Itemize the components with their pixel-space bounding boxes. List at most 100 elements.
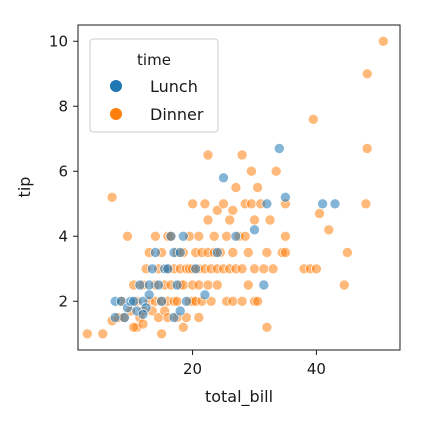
y-tick-label: 4 [58,227,68,245]
point-lunch [109,312,121,323]
point-dinner [218,198,229,210]
point-dinner [261,247,273,258]
point-dinner [236,149,248,161]
point-lunch [230,231,242,242]
point-dinner [249,263,260,275]
point-dinner [230,182,242,193]
point-dinner [193,279,205,291]
point-lunch [261,198,273,210]
point-dinner [252,295,263,307]
legend: time Lunch Dinner [89,38,219,133]
point-lunch [119,312,130,323]
point-dinner [156,328,167,340]
point-dinner [212,279,223,291]
point-dinner [122,231,133,242]
point-dinner [249,214,260,226]
point-lunch [317,198,328,210]
point-lunch [156,295,167,307]
point-dinner [236,295,248,307]
y-tick-label: 2 [58,292,68,310]
point-lunch [143,279,155,291]
point-lunch [174,305,186,317]
point-lunch [280,192,291,203]
point-dinner [314,208,325,219]
point-dinner [224,214,235,226]
point-dinner [227,247,239,258]
legend-label-lunch: Lunch [150,77,198,96]
point-dinner [202,149,214,161]
point-lunch [168,312,180,323]
point-lunch [165,231,177,242]
x-axis-label: total_bill [205,387,273,407]
point-dinner [236,263,248,275]
point-dinner [187,198,198,210]
x-tick-label: 20 [183,360,202,378]
point-dinner [199,198,211,210]
y-axis-label: tip [15,177,34,198]
point-dinner [106,192,118,203]
point-lunch [181,295,192,307]
point-dinner [361,143,373,154]
legend-marker-dinner [110,108,122,120]
point-lunch [147,263,158,275]
point-dinner [246,165,257,177]
point-dinner [311,263,322,275]
legend-marker-lunch [110,80,122,92]
point-dinner [150,231,161,242]
point-dinner [202,214,214,226]
point-lunch [218,172,229,184]
point-lunch [212,247,223,258]
point-dinner [97,328,109,340]
point-dinner [342,247,353,258]
point-dinner [280,247,291,258]
point-lunch [162,263,174,275]
point-dinner [270,165,282,177]
point-dinner [361,68,373,80]
legend-title: time [137,51,171,69]
point-dinner [227,295,239,307]
point-dinner [377,35,389,47]
point-dinner [258,263,270,275]
point-dinner [264,214,276,226]
point-dinner [212,205,223,216]
point-lunch [178,231,189,242]
point-lunch [171,279,183,291]
y-tick-label: 8 [58,97,68,115]
point-dinner [128,321,139,333]
point-dinner [261,321,273,333]
point-dinner [181,312,192,323]
point-dinner [193,231,205,242]
point-dinner [267,263,279,275]
point-lunch [150,247,161,258]
point-dinner [338,279,350,291]
point-dinner [246,198,257,210]
point-dinner [221,231,232,242]
points-layer [82,35,389,340]
y-tick-label: 6 [58,162,68,180]
y-axis-ticks: 2 4 6 8 10 [49,32,78,310]
point-lunch [174,247,186,258]
point-lunch [329,198,341,210]
point-dinner [178,321,189,333]
point-dinner [205,295,217,307]
point-lunch [190,263,201,275]
point-lunch [273,143,285,154]
legend-box [89,38,219,133]
point-dinner [193,312,205,323]
point-lunch [199,289,211,301]
point-lunch [143,289,155,301]
point-dinner [208,231,220,242]
point-lunch [134,279,146,291]
point-dinner [280,231,291,242]
legend-label-dinner: Dinner [150,105,204,124]
point-dinner [202,279,214,291]
y-tick-label: 10 [49,32,68,50]
point-dinner [227,205,239,216]
point-dinner [243,279,254,291]
point-dinner [323,224,335,236]
point-dinner [252,182,263,193]
point-lunch [258,279,270,291]
point-dinner [171,295,183,307]
